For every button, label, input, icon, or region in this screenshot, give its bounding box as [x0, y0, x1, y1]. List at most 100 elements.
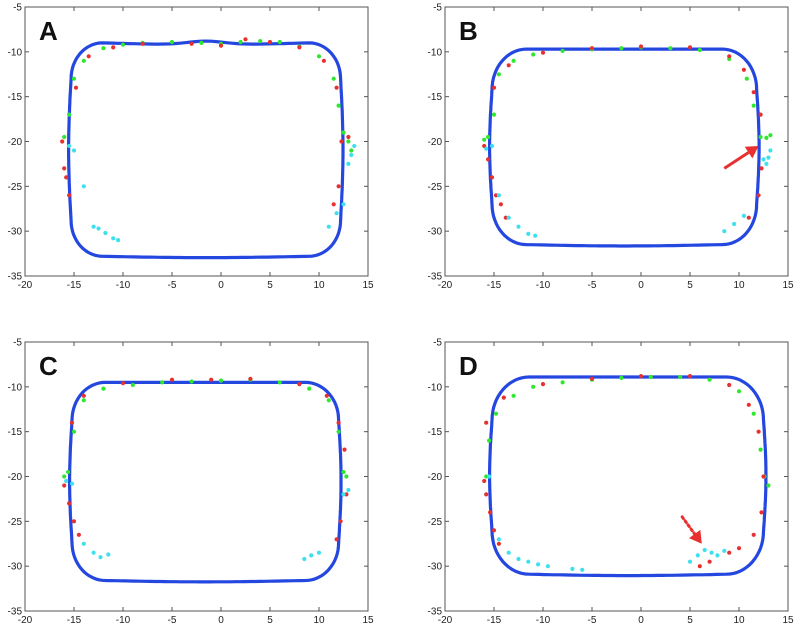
- data-point: [746, 215, 751, 220]
- data-point: [506, 215, 511, 220]
- data-point: [86, 54, 91, 59]
- data-point: [321, 58, 326, 63]
- data-point: [744, 76, 749, 81]
- data-point: [531, 52, 536, 57]
- data-point: [668, 46, 673, 51]
- panel-letter: A: [39, 16, 58, 46]
- data-point: [736, 546, 742, 551]
- y-tick-label: -15: [428, 427, 443, 438]
- data-point: [336, 103, 341, 108]
- y-tick-label: -25: [8, 517, 23, 528]
- data-point: [130, 382, 135, 388]
- data-point: [71, 76, 77, 81]
- data-point: [64, 175, 69, 180]
- data-point: [116, 238, 121, 243]
- data-point: [516, 224, 521, 229]
- data-point: [503, 215, 508, 220]
- data-point: [111, 236, 116, 241]
- data-point: [506, 63, 511, 68]
- annotation-arrow-shaft: [680, 515, 697, 536]
- data-point: [67, 193, 72, 198]
- data-point: [722, 548, 727, 554]
- data-point: [307, 386, 312, 391]
- x-tick-label: 5: [687, 615, 693, 625]
- data-point: [766, 155, 771, 160]
- data-point: [511, 58, 516, 63]
- data-point: [341, 202, 346, 207]
- y-tick-label: -10: [428, 47, 443, 58]
- data-point: [101, 386, 106, 391]
- x-tick-label: 0: [218, 615, 224, 625]
- y-tick-label: -5: [13, 338, 22, 349]
- panel-letter: B: [459, 16, 478, 46]
- data-point: [756, 193, 761, 198]
- x-tick-label: -5: [588, 615, 597, 625]
- x-tick-label: 15: [362, 615, 374, 625]
- data-point: [482, 478, 487, 484]
- data-point: [751, 532, 756, 537]
- y-tick-label: -20: [8, 472, 23, 483]
- data-point: [727, 550, 732, 555]
- data-point: [334, 85, 339, 90]
- data-point: [218, 43, 224, 48]
- data-point: [570, 566, 575, 572]
- data-point: [349, 148, 354, 153]
- data-point: [62, 166, 67, 171]
- data-point: [341, 492, 346, 497]
- data-point: [619, 375, 624, 380]
- data-point: [76, 532, 81, 537]
- data-point: [759, 166, 764, 171]
- y-tick-label: -20: [428, 137, 443, 148]
- data-point: [160, 380, 165, 385]
- data-point: [758, 447, 763, 452]
- panel-letter: D: [459, 351, 478, 381]
- data-point: [209, 377, 214, 382]
- data-point: [511, 393, 516, 398]
- data-point: [545, 564, 551, 569]
- panel-C: -20 -15 -10 -5 0 5 10 15 -5 -10 -15 -20 -25 -30 -35 C: [8, 338, 374, 625]
- data-point: [81, 398, 86, 403]
- data-point: [707, 377, 712, 382]
- data-point: [540, 50, 546, 55]
- data-point: [243, 37, 248, 42]
- data-point: [678, 374, 683, 380]
- data-point: [106, 552, 111, 557]
- data-point: [761, 157, 766, 162]
- x-tick-label: 15: [782, 280, 794, 291]
- data-point: [98, 555, 103, 560]
- data-point: [103, 230, 108, 236]
- series-1: [482, 45, 773, 142]
- data-point: [267, 39, 273, 45]
- data-point: [741, 213, 747, 218]
- data-point: [687, 374, 693, 379]
- data-point: [759, 510, 764, 515]
- data-point: [746, 402, 751, 407]
- data-point: [67, 143, 72, 149]
- data-point: [66, 469, 71, 475]
- data-point: [344, 474, 349, 479]
- data-point: [346, 161, 351, 166]
- x-tick-label: -5: [168, 615, 177, 625]
- series-3: [487, 474, 727, 572]
- data-point: [484, 146, 489, 151]
- x-tick-label: -5: [588, 280, 597, 291]
- data-point: [484, 474, 489, 479]
- axes-frame: [24, 6, 369, 277]
- data-point: [101, 46, 106, 51]
- data-point: [62, 483, 67, 488]
- x-tick-label: -10: [536, 615, 551, 625]
- data-point: [580, 567, 585, 572]
- data-point: [326, 398, 331, 403]
- data-point: [248, 376, 253, 381]
- y-tick-label: -5: [433, 3, 442, 14]
- axes-frame: [444, 341, 789, 612]
- data-point: [687, 45, 693, 50]
- data-point: [238, 39, 243, 45]
- data-point: [768, 148, 773, 153]
- data-point: [741, 67, 747, 72]
- data-point: [62, 134, 67, 140]
- data-point: [751, 90, 756, 95]
- data-point: [81, 541, 86, 546]
- series-2: [60, 37, 351, 207]
